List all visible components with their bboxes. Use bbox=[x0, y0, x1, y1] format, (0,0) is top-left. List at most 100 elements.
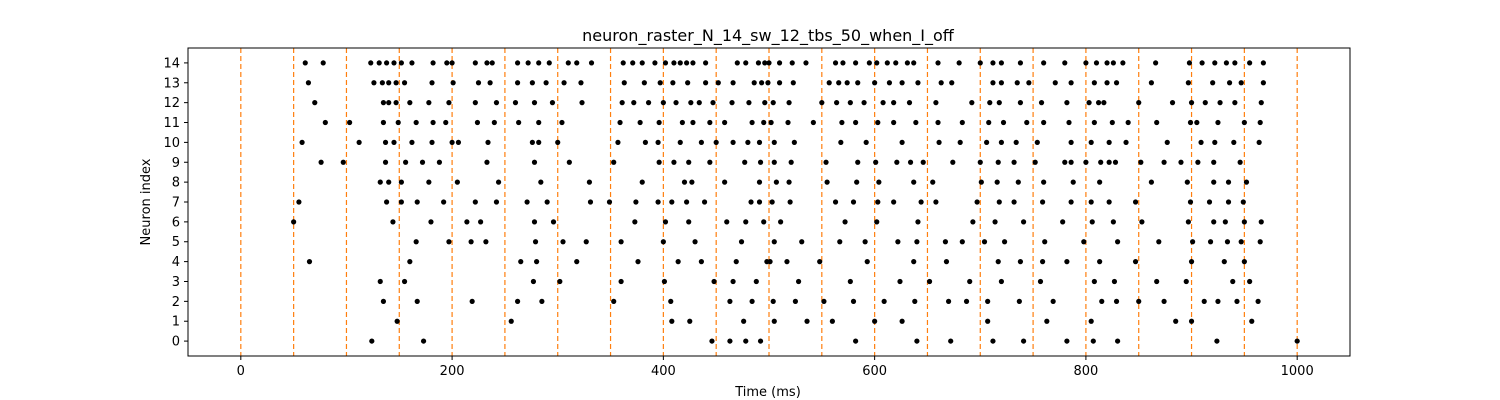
spike-point bbox=[443, 119, 449, 126]
spike-point bbox=[679, 119, 685, 126]
spike-point bbox=[413, 239, 419, 245]
spike-point bbox=[1041, 60, 1047, 66]
spike-point bbox=[565, 60, 571, 66]
spike-point bbox=[618, 278, 624, 285]
spike-point bbox=[620, 60, 626, 66]
spike-point bbox=[1238, 239, 1244, 245]
spike-point bbox=[1044, 318, 1050, 324]
spike-point bbox=[1064, 259, 1070, 265]
spike-point bbox=[826, 80, 832, 86]
spike-point bbox=[751, 80, 757, 86]
spike-point bbox=[508, 318, 514, 324]
spike-point bbox=[935, 60, 941, 66]
spike-point bbox=[587, 199, 594, 205]
spike-point bbox=[1258, 219, 1264, 225]
spike-point bbox=[727, 338, 733, 344]
spike-point bbox=[514, 80, 521, 86]
y-tick-label: 10 bbox=[163, 136, 180, 151]
spike-point bbox=[1113, 298, 1120, 304]
spike-point bbox=[755, 60, 762, 66]
spike-point bbox=[981, 239, 988, 245]
y-axis-label: Neuron index bbox=[139, 158, 154, 245]
spike-point bbox=[296, 199, 302, 205]
spike-point bbox=[403, 159, 409, 165]
spike-point bbox=[1112, 159, 1119, 165]
spike-point bbox=[1224, 239, 1231, 245]
spike-point bbox=[790, 80, 796, 86]
spike-point bbox=[757, 159, 764, 165]
spike-point bbox=[881, 298, 887, 304]
spike-point bbox=[1091, 80, 1097, 86]
spike-point bbox=[911, 60, 917, 66]
spike-point bbox=[454, 179, 460, 185]
spike-point bbox=[839, 119, 845, 126]
spike-point bbox=[1101, 100, 1107, 106]
spike-point bbox=[974, 199, 980, 205]
spike-point bbox=[677, 60, 683, 66]
spike-point bbox=[1243, 179, 1250, 185]
spike-point bbox=[655, 139, 661, 145]
spike-point bbox=[420, 338, 427, 344]
spike-point bbox=[977, 159, 983, 165]
spike-point bbox=[1015, 179, 1021, 185]
spike-point bbox=[670, 80, 676, 86]
spike-point bbox=[1215, 119, 1221, 126]
spike-point bbox=[1169, 100, 1176, 106]
spike-point bbox=[844, 80, 850, 86]
spike-point bbox=[549, 100, 556, 106]
spike-point bbox=[778, 219, 784, 225]
spike-point bbox=[677, 139, 683, 145]
spike-point bbox=[1000, 119, 1007, 126]
spike-point bbox=[897, 278, 903, 285]
spike-point bbox=[1032, 159, 1038, 165]
spike-point bbox=[1083, 60, 1089, 66]
spike-point bbox=[872, 80, 878, 86]
spike-point bbox=[618, 239, 624, 245]
y-tick-label: 14 bbox=[163, 56, 180, 71]
spike-point bbox=[1016, 298, 1022, 304]
y-tick-label: 2 bbox=[172, 295, 180, 310]
spike-point bbox=[656, 159, 662, 165]
spike-point bbox=[875, 119, 881, 126]
spike-point bbox=[455, 139, 462, 145]
spike-point bbox=[895, 239, 901, 245]
x-tick-label: 1000 bbox=[1281, 364, 1314, 379]
x-tick-label: 200 bbox=[440, 364, 465, 379]
spike-point bbox=[619, 100, 625, 106]
spike-point bbox=[886, 80, 893, 86]
spike-point bbox=[1241, 219, 1247, 225]
spike-point bbox=[1068, 80, 1074, 86]
spike-point bbox=[1109, 119, 1115, 126]
spike-point bbox=[688, 100, 694, 106]
spike-point bbox=[493, 199, 500, 205]
spike-point bbox=[483, 239, 489, 245]
spike-point bbox=[413, 119, 419, 126]
spike-point bbox=[1185, 219, 1191, 225]
spike-point bbox=[574, 60, 580, 66]
spike-point bbox=[749, 119, 755, 126]
spike-point bbox=[757, 338, 764, 344]
spike-point bbox=[1195, 159, 1201, 165]
spike-point bbox=[730, 278, 736, 285]
spike-point bbox=[915, 80, 921, 86]
spike-point bbox=[840, 60, 846, 66]
spike-point bbox=[429, 80, 435, 86]
spike-point bbox=[745, 139, 751, 145]
spike-point bbox=[1206, 199, 1213, 205]
spike-point bbox=[1062, 60, 1068, 66]
spike-point bbox=[555, 139, 561, 145]
spike-point bbox=[998, 278, 1005, 285]
spike-point bbox=[539, 298, 545, 304]
spike-point bbox=[525, 60, 531, 66]
spike-point bbox=[771, 159, 777, 165]
spike-point bbox=[1014, 80, 1020, 86]
spike-point bbox=[985, 318, 991, 324]
spike-point bbox=[430, 119, 436, 126]
spike-point bbox=[1115, 338, 1121, 344]
spike-point bbox=[391, 60, 397, 66]
spike-point bbox=[1161, 159, 1167, 165]
spike-point bbox=[472, 199, 478, 205]
y-tick-label: 9 bbox=[172, 156, 180, 171]
spike-point bbox=[1185, 80, 1191, 86]
